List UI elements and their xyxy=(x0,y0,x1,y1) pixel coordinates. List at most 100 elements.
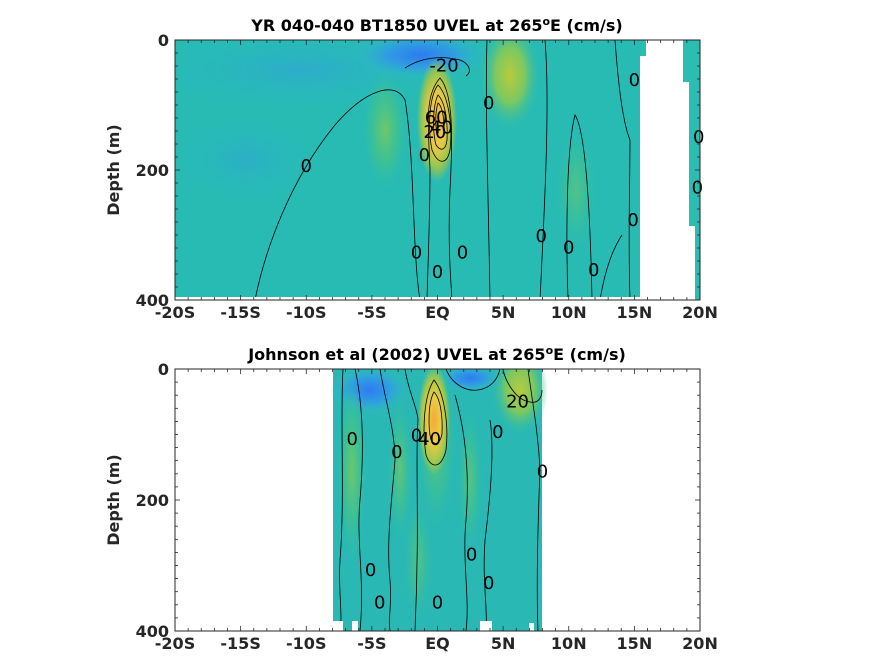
bottom-chart-title: Johnson et al (2002) UVEL at 265oE (cm/s… xyxy=(247,344,626,364)
x-tick-label: -5S xyxy=(357,634,386,653)
top-equatorial-undercurrent xyxy=(417,58,457,182)
top-contour-40 xyxy=(433,94,448,150)
top-chart-title: YR 040-040 BT1850 UVEL at 265oE (cm/s) xyxy=(250,15,622,35)
contour-label: 0 xyxy=(627,210,638,231)
contour-label: 40 xyxy=(430,117,453,138)
contour-label: 40 xyxy=(418,429,441,450)
bottom-field xyxy=(330,369,548,631)
bottom-contour-40 xyxy=(428,391,443,444)
top-strip-c xyxy=(689,82,700,300)
y-tick-label: 0 xyxy=(158,31,169,50)
bottom-x-axis: -20S -15S -10S -5S EQ 5N 10N 15N 20N xyxy=(155,369,718,653)
x-tick-label: 15N xyxy=(617,303,653,322)
bottom-contour-20n xyxy=(502,369,543,403)
top-southern-westward xyxy=(175,120,315,200)
y-tick-label: 200 xyxy=(136,161,169,180)
top-x-axis: -20S -15S -10S -5S EQ 5N 10N 15N 20N xyxy=(155,40,718,322)
top-contour-zero-5n xyxy=(485,40,491,300)
contour-label: 0 xyxy=(432,593,443,614)
bottom-surface-westward-b xyxy=(438,369,502,392)
x-tick-label: 10N xyxy=(551,303,587,322)
top-missing-lower xyxy=(689,226,695,300)
bottom-north-eastward-b xyxy=(458,410,482,550)
bottom-south-eastward-b xyxy=(388,400,412,540)
top-contour-20 xyxy=(429,84,452,162)
top-contour-zero-7n xyxy=(539,40,548,300)
y-tick-label: 400 xyxy=(136,291,169,310)
bottom-y-axis-label: Depth (m) xyxy=(104,454,123,546)
x-tick-label: 5N xyxy=(491,634,516,653)
contour-label: 0 xyxy=(693,127,704,148)
bottom-contour-b xyxy=(354,369,363,631)
x-tick-label: -15S xyxy=(220,303,260,322)
top-contour-zero-15n xyxy=(614,40,631,300)
contour-label: 0 xyxy=(535,226,546,247)
top-contour-minus20 xyxy=(404,57,470,77)
contour-label: 0 xyxy=(346,429,357,450)
top-surface-westward-jet xyxy=(350,40,490,80)
top-bottom-edge xyxy=(175,297,640,300)
bottom-contour-c xyxy=(379,369,396,631)
contour-label: 0 xyxy=(466,545,477,566)
contour-label: 0 xyxy=(483,93,494,114)
contour-label: 0 xyxy=(537,462,548,483)
top-contour-zero-13n xyxy=(599,234,623,300)
top-contour-zero-eq xyxy=(426,77,453,300)
contour-label: 0 xyxy=(391,442,402,463)
top-strip-b xyxy=(683,40,700,82)
bottom-north-eastward xyxy=(492,369,548,435)
contour-label: 0 xyxy=(692,177,703,198)
x-tick-label: -5S xyxy=(357,303,386,322)
top-contour-zero-south xyxy=(254,89,421,300)
x-tick-label: 20N xyxy=(682,303,718,322)
x-tick-label: -15S xyxy=(220,634,260,653)
x-tick-label: 15N xyxy=(617,634,653,653)
top-southern-eastward xyxy=(363,70,407,190)
bottom-contour-20 xyxy=(423,379,448,466)
top-northern-eastward xyxy=(556,130,596,250)
x-tick-label: 20N xyxy=(682,634,718,653)
top-missing-data xyxy=(640,40,695,300)
bottom-gap-c xyxy=(480,621,492,631)
contour-label: 0 xyxy=(492,422,503,443)
x-tick-label: -10S xyxy=(286,634,326,653)
bottom-deep-eastward xyxy=(404,500,432,620)
top-missing-upper xyxy=(640,56,683,82)
contour-label: 60 xyxy=(425,108,448,129)
contour-label: 0 xyxy=(563,238,574,259)
y-tick-label: 0 xyxy=(158,360,169,379)
contour-label: 0 xyxy=(301,156,312,177)
contour-label: 20 xyxy=(423,122,446,143)
bottom-gap-a xyxy=(333,621,343,631)
contour-label: 0 xyxy=(629,70,640,91)
bottom-contour-minus20 xyxy=(445,369,501,391)
x-tick-label: -10S xyxy=(286,303,326,322)
bottom-contour-d xyxy=(404,369,419,631)
bottom-contour-e xyxy=(454,394,468,631)
contour-label: 0 xyxy=(457,242,468,263)
bottom-contour-g xyxy=(527,369,541,631)
contour-label: 0 xyxy=(374,593,385,614)
x-tick-label: EQ xyxy=(425,634,450,653)
bottom-contour-f xyxy=(483,419,493,631)
contour-label: 20 xyxy=(506,391,529,412)
contour-label: 0 xyxy=(411,426,422,447)
x-tick-label: -20S xyxy=(155,634,195,653)
top-strip-a xyxy=(640,40,646,56)
top-y-axis-label: Depth (m) xyxy=(104,124,123,216)
bottom-equatorial-undercurrent xyxy=(418,369,450,475)
contour-label: -20 xyxy=(429,56,458,77)
top-strip-d xyxy=(695,82,700,300)
bottom-contour-a xyxy=(339,369,344,631)
x-tick-label: -20S xyxy=(155,303,195,322)
contour-label: 0 xyxy=(432,262,443,283)
bottom-gap-b xyxy=(352,621,358,631)
